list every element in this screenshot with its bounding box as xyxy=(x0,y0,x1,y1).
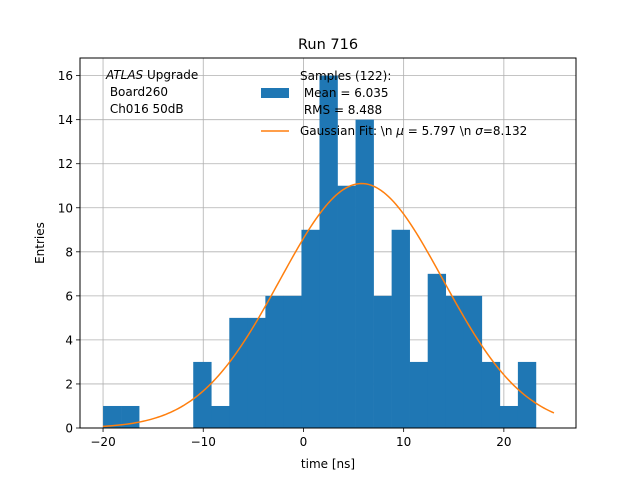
y-tick-label: 0 xyxy=(65,422,73,436)
histogram-bar xyxy=(301,229,320,428)
legend-fit-sigma-value: =8.132 xyxy=(483,124,527,138)
histogram-bar xyxy=(517,361,537,428)
x-tick-label: 20 xyxy=(496,435,511,449)
legend-fit-sigma-symbol: σ xyxy=(475,124,483,138)
histogram-bar xyxy=(499,405,519,428)
annotation-line-3: Ch016 50dB xyxy=(106,102,184,116)
y-tick-label: 16 xyxy=(58,69,73,83)
legend-fit-mu-symbol: μ xyxy=(395,124,404,138)
y-tick-label: 12 xyxy=(58,157,73,171)
histogram-bar xyxy=(445,295,465,428)
y-tick-label: 2 xyxy=(65,377,73,391)
legend-histogram-line-3: RMS = 8.488 xyxy=(300,103,382,117)
histogram-bar xyxy=(265,295,284,428)
histogram-bar xyxy=(481,361,501,428)
histogram-bars xyxy=(103,75,537,429)
y-tick-label: 14 xyxy=(58,113,73,127)
axis-ticks: −20 −10 0 10 20 0 2 4 6 8 10 12 14 16 xyxy=(58,69,512,449)
x-axis-label: time [ns] xyxy=(301,457,355,471)
annotation-line-2: Board260 xyxy=(106,85,168,99)
histogram-bar xyxy=(427,273,447,428)
x-tick-label: 0 xyxy=(300,435,308,449)
gaussian-fit-curve xyxy=(103,182,555,428)
legend-fit-mu-value: = 5.797 \n xyxy=(404,124,475,138)
x-tick-label: −10 xyxy=(191,435,216,449)
legend-histogram-line-1: Samples (122): xyxy=(300,69,391,83)
fit-curve-layer xyxy=(103,182,555,428)
y-tick-label: 4 xyxy=(65,333,73,347)
histogram-bar xyxy=(409,361,429,428)
histogram-bar xyxy=(247,317,266,428)
histogram-bar xyxy=(103,405,122,428)
x-tick-label: −20 xyxy=(90,435,115,449)
histogram-bar xyxy=(391,229,410,428)
y-tick-label: 8 xyxy=(65,245,73,259)
chart-title: Run 716 xyxy=(298,37,358,53)
legend-fit-label: Gaussian Fit: \n μ = 5.797 \n σ=8.132 xyxy=(300,124,527,138)
legend-fit-prefix: Gaussian Fit: \n xyxy=(300,124,396,138)
legend-histogram-swatch xyxy=(261,88,289,98)
x-tick-label: 10 xyxy=(396,435,411,449)
histogram-bar xyxy=(463,295,483,428)
upgrade-label: Upgrade xyxy=(143,68,198,82)
annotation-line-1: ATLAS Upgrade xyxy=(105,68,198,82)
histogram-bar xyxy=(211,405,230,428)
histogram-bar xyxy=(355,119,374,429)
atlas-label: ATLAS xyxy=(105,68,144,82)
histogram-bar xyxy=(319,75,338,428)
legend: Samples (122): Mean = 6.035 RMS = 8.488 … xyxy=(261,69,527,138)
histogram-bar xyxy=(229,317,248,428)
plot-frame xyxy=(79,57,577,429)
y-tick-label: 6 xyxy=(65,289,73,303)
histogram-bar xyxy=(373,295,392,428)
histogram-bar xyxy=(193,361,212,428)
atlas-annotation: ATLAS Upgrade Board260 Ch016 50dB xyxy=(105,68,198,116)
y-axis-label: Entries xyxy=(33,222,47,264)
y-tick-label: 10 xyxy=(58,201,73,215)
histogram-bar xyxy=(337,185,356,428)
legend-histogram-line-2: Mean = 6.035 xyxy=(300,86,389,100)
histogram-bar xyxy=(283,295,302,428)
